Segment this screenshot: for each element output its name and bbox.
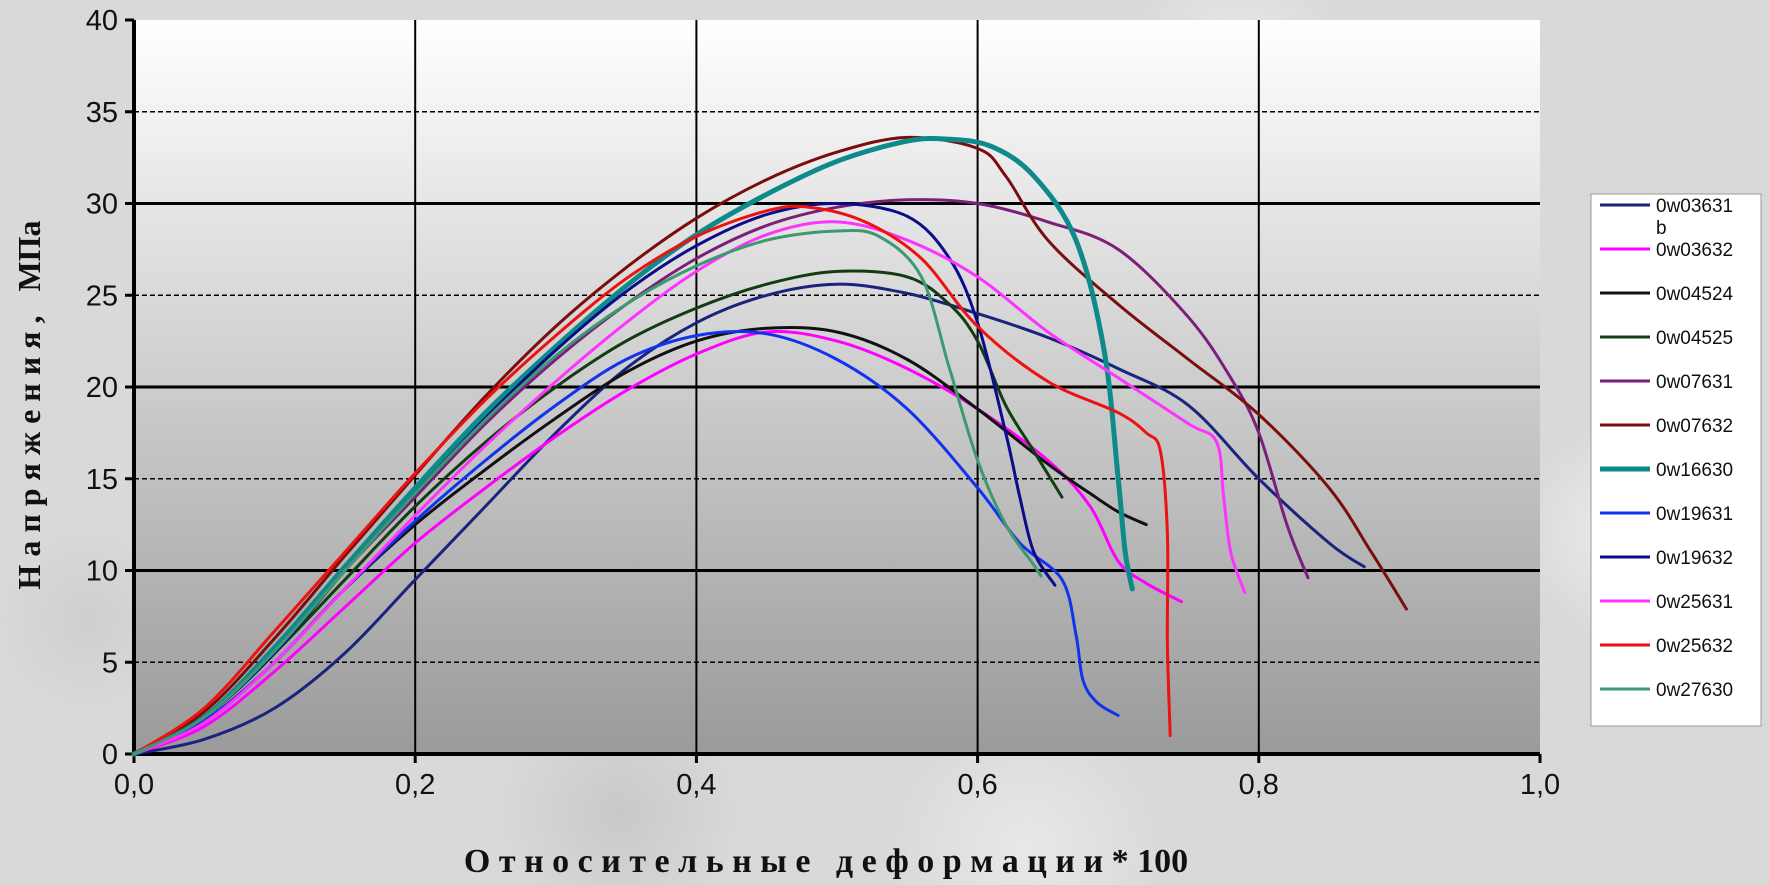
legend-label: 0w03631: [1656, 196, 1733, 217]
y-axis-title: Н а п р я ж е н и я , МПа: [11, 220, 47, 589]
legend-item: 0w25632: [1600, 636, 1733, 657]
legend-label: 0w07632: [1656, 416, 1733, 437]
x-axis-title: О т н о с и т е л ь н ы е д е ф о р м а …: [464, 843, 1188, 880]
y-tick-label: 15: [86, 464, 118, 496]
legend-label: 0w07631: [1656, 372, 1733, 393]
legend-item: 0w19631: [1600, 504, 1733, 525]
legend-item: 0w27630: [1600, 680, 1733, 701]
legend-label: 0w19632: [1656, 548, 1733, 569]
x-tick-label: 1,0: [1520, 769, 1560, 801]
y-tick-label: 5: [102, 647, 118, 679]
y-tick-label: 35: [86, 97, 118, 129]
y-tick-label: 30: [86, 189, 118, 221]
y-tick-label: 40: [86, 5, 118, 37]
legend-box: [1590, 193, 1762, 727]
legend-item: 0w07632: [1600, 416, 1733, 437]
legend-label: 0w16630: [1656, 460, 1733, 481]
x-tick-label: 0,8: [1239, 769, 1279, 801]
legend-label: 0w25632: [1656, 636, 1733, 657]
legend-item: 0w07631: [1600, 372, 1733, 393]
legend-label: 0w25631: [1656, 592, 1733, 613]
y-tick-label: 25: [86, 280, 118, 312]
legend-item: 0w04524: [1600, 284, 1734, 305]
legend-item: 0w03632: [1600, 240, 1733, 261]
series-line-0w27630: [132, 228, 1043, 756]
y-tick-label: 10: [86, 556, 118, 588]
y-tick-label: 20: [86, 372, 118, 404]
y-tick-label: 0: [102, 739, 118, 771]
series-line-0w04525: [132, 269, 1064, 756]
series-line-0w07632: [132, 135, 1408, 756]
legend-item: 0w16630: [1600, 460, 1733, 481]
legend-label-suffix: b: [1656, 218, 1667, 239]
legend-label: 0w04525: [1656, 328, 1733, 349]
legend-label: 0w19631: [1656, 504, 1733, 525]
x-tick-label: 0,6: [957, 769, 997, 801]
series-line-0w03632: [132, 330, 1183, 756]
legend-label: 0w03632: [1656, 240, 1733, 261]
series-line-0w16630: [131, 135, 1135, 757]
y-tick-labels: 0 5 10 15 20 25 30 35 40: [86, 5, 134, 771]
x-tick-label: 0,2: [395, 769, 435, 801]
x-tick-labels: 0,0 0,2 0,4 0,6 0,8 1,0: [114, 754, 1560, 801]
series-line-0w03631-b: [132, 282, 1366, 756]
x-tick-label: 0,4: [676, 769, 716, 801]
legend-label: 0w04524: [1656, 284, 1734, 305]
legend-label: 0w27630: [1656, 680, 1733, 701]
data-series: [131, 135, 1408, 757]
x-tick-label: 0,0: [114, 769, 154, 801]
legend-item: 0w25631: [1600, 592, 1733, 613]
legend-item: 0w19632: [1600, 548, 1733, 569]
series-line-0w25632: [132, 204, 1172, 756]
series-line-0w25631: [132, 220, 1247, 756]
legend-item: 0w04525: [1600, 328, 1733, 349]
